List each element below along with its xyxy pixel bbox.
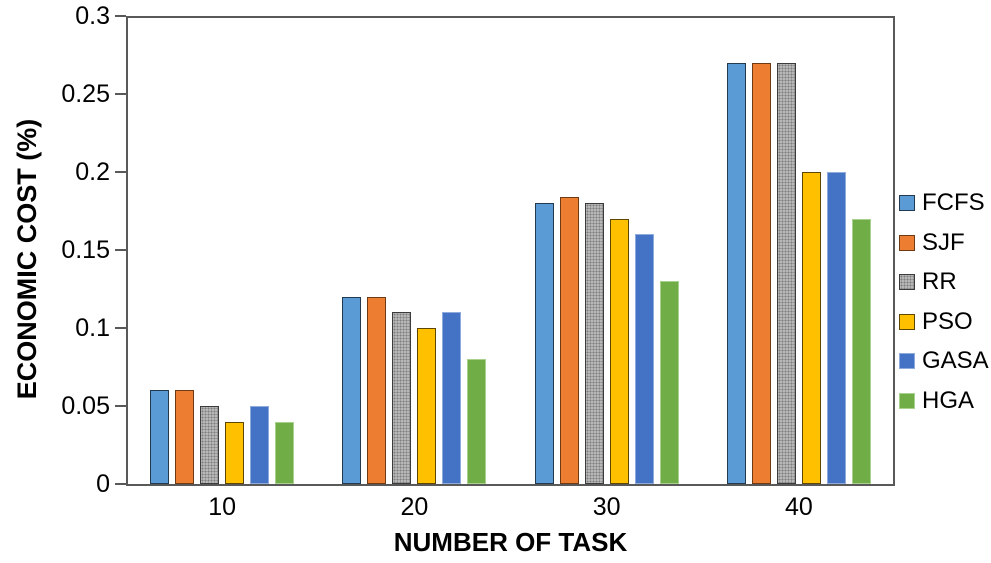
x-tick-label-30: 30 <box>592 493 621 521</box>
y-tick-mark-0.25 <box>115 93 126 95</box>
bar-fcfs-20 <box>342 297 361 484</box>
bar-sjf-20 <box>367 297 386 484</box>
bar-rr-30 <box>585 203 604 484</box>
bar-rr-40 <box>777 63 796 484</box>
y-tick-label-0.1: 0.1 <box>75 314 110 342</box>
bar-hga-30 <box>660 281 679 484</box>
y-tick-label-0.15: 0.15 <box>61 236 110 264</box>
bar-rr-10 <box>200 406 219 484</box>
bar-gasa-20 <box>442 312 461 484</box>
bar-sjf-10 <box>175 390 194 484</box>
bar-gasa-10 <box>250 406 269 484</box>
y-tick-label-0.25: 0.25 <box>61 80 110 108</box>
bar-sjf-40 <box>752 63 771 484</box>
bar-hga-20 <box>467 359 486 484</box>
legend-swatch-hga <box>899 392 915 409</box>
legend-item-fcfs: FCFS <box>899 190 989 216</box>
legend: FCFS SJF RR PSO GASA HGA <box>899 190 989 428</box>
x-tick-label-40: 40 <box>784 493 813 521</box>
legend-swatch-fcfs <box>899 195 915 211</box>
legend-label-sjf: SJF <box>922 228 965 256</box>
x-tick-label-10: 10 <box>208 493 237 521</box>
bar-pso-20 <box>417 328 436 484</box>
legend-swatch-pso <box>899 313 915 330</box>
bar-pso-40 <box>802 172 821 484</box>
bar-gasa-30 <box>635 234 654 484</box>
legend-label-hga: HGA <box>922 386 975 414</box>
y-tick-label-0: 0 <box>96 470 110 498</box>
legend-label-fcfs: FCFS <box>922 189 985 216</box>
legend-swatch-rr <box>899 274 915 291</box>
bar-pso-30 <box>610 219 629 484</box>
y-tick-mark-0.3 <box>115 15 126 17</box>
legend-item-hga: HGA <box>899 386 989 414</box>
y-tick-label-0.2: 0.2 <box>75 158 110 186</box>
bar-fcfs-40 <box>727 63 746 484</box>
legend-label-pso: PSO <box>922 307 973 335</box>
bar-hga-40 <box>852 219 871 484</box>
bar-fcfs-30 <box>535 203 554 484</box>
y-tick-mark-0.05 <box>115 405 126 407</box>
y-tick-label-0.05: 0.05 <box>61 392 110 420</box>
bar-hga-10 <box>275 422 294 484</box>
y-tick-mark-0.2 <box>115 171 126 173</box>
bar-rr-20 <box>392 312 411 484</box>
y-tick-mark-0.1 <box>115 327 126 329</box>
legend-swatch-sjf <box>899 234 915 251</box>
x-tick-label-20: 20 <box>400 493 429 521</box>
y-tick-mark-0.15 <box>115 249 126 251</box>
y-tick-label-0.3: 0.3 <box>75 2 110 30</box>
y-tick-mark-0 <box>115 483 126 485</box>
legend-item-gasa: GASA <box>899 348 989 374</box>
legend-label-gasa: GASA <box>922 347 989 375</box>
legend-item-sjf: SJF <box>899 228 989 256</box>
bar-gasa-40 <box>827 172 846 484</box>
bar-fcfs-10 <box>150 390 169 484</box>
legend-label-rr: RR <box>922 268 957 296</box>
legend-item-pso: PSO <box>899 307 989 335</box>
legend-swatch-gasa <box>899 353 915 370</box>
x-axis-title: NUMBER OF TASK <box>393 527 628 557</box>
legend-item-rr: RR <box>899 269 989 295</box>
bar-sjf-30 <box>560 197 579 484</box>
bar-pso-10 <box>225 422 244 484</box>
